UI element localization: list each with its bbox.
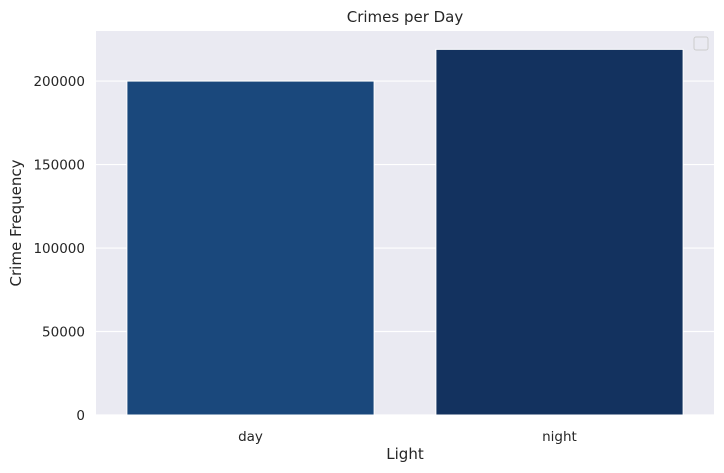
- y-tick-label: 50000: [42, 325, 85, 341]
- x-tick-label-night: night: [542, 429, 577, 445]
- bar-night: [435, 48, 684, 416]
- x-tick-labels: day night: [238, 429, 577, 445]
- bar-day: [126, 80, 375, 416]
- y-tick-labels: 0 50000 100000 150000 200000: [33, 74, 85, 424]
- y-tick-label: 100000: [33, 241, 85, 257]
- y-tick-label: 0: [76, 408, 85, 424]
- chart-title: Crimes per Day: [347, 8, 464, 26]
- x-axis-label: Light: [386, 445, 424, 463]
- y-tick-label: 150000: [33, 158, 85, 174]
- legend-box: [693, 36, 709, 51]
- x-tick-label-day: day: [238, 429, 263, 445]
- y-axis-label: Crime Frequency: [7, 159, 25, 286]
- y-tick-label: 200000: [33, 74, 85, 90]
- bars: [126, 48, 684, 416]
